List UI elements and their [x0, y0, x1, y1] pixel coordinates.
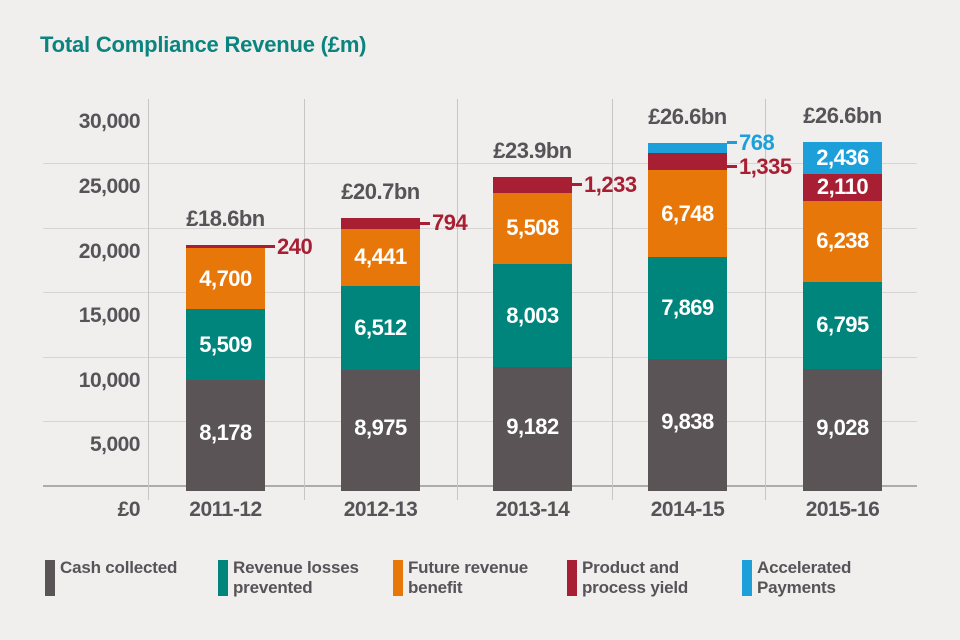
- segment-revenue-losses-prevented: 7,869: [648, 257, 727, 359]
- callout-value-label: 1,233: [584, 171, 637, 197]
- x-axis-label: 2015-16: [805, 498, 880, 521]
- legend-swatch-revenue-losses-prevented: [218, 560, 228, 596]
- segment-value-label: 7,869: [661, 295, 714, 321]
- callout-connector: [572, 183, 582, 187]
- legend-label: Revenue losses prevented: [233, 558, 359, 597]
- segment-value-label: 6,795: [816, 312, 869, 338]
- total-label: £20.7bn: [341, 179, 420, 205]
- segment-value-label: 9,182: [506, 413, 559, 439]
- segment-value-label: 2,110: [816, 174, 869, 200]
- bar-2014-15: 6,748 7,869 9,838: [648, 142, 727, 491]
- segment-value-label: 5,509: [199, 331, 252, 357]
- x-axis-label: 2011-12: [189, 498, 262, 521]
- total-label: £26.6bn: [648, 103, 727, 129]
- y-gridline: [43, 421, 917, 423]
- legend-label: Cash collected: [60, 558, 178, 577]
- segment-future-revenue-benefit: 6,238: [803, 200, 882, 282]
- segment-accelerated-payments: [648, 142, 727, 153]
- total-label: £23.9bn: [493, 137, 572, 163]
- y-gridline: [43, 292, 917, 294]
- segment-value-label: 4,441: [354, 244, 407, 270]
- y-axis-label: £0: [117, 498, 141, 521]
- legend-label: Future revenue benefit: [408, 558, 529, 597]
- y-gridline: [43, 356, 917, 358]
- legend-swatch-cash-collected: [45, 560, 55, 596]
- legend-label: Accelerated Payments: [757, 558, 852, 597]
- x-gridline: [457, 99, 458, 500]
- callout-connector: [727, 141, 737, 145]
- bar-2015-16: 2,436 2,110 6,238 6,795 9,028: [803, 142, 882, 491]
- callout-connector: [265, 245, 275, 249]
- segment-cash-collected: 8,975: [341, 370, 420, 491]
- legend-swatch-future-revenue-benefit: [393, 560, 403, 596]
- callout-value-label: 768: [739, 129, 775, 155]
- segment-accelerated-payments: 2,436: [803, 142, 882, 174]
- x-gridline: [148, 99, 149, 500]
- y-axis-label: 10,000: [78, 368, 141, 392]
- segment-future-revenue-benefit: 6,748: [648, 170, 727, 258]
- segment-value-label: 8,975: [354, 414, 407, 440]
- segment-future-revenue-benefit: 4,700: [186, 248, 265, 310]
- y-axis-label: 25,000: [78, 175, 141, 198]
- segment-product-and-process-yield: [186, 245, 265, 249]
- x-gridline: [612, 99, 613, 500]
- legend-swatch-product-and-process-yield: [567, 560, 577, 596]
- bar-2011-12: 4,700 5,509 8,178: [186, 245, 265, 491]
- callout-connector: [420, 221, 430, 225]
- y-axis-label: 15,000: [78, 304, 141, 328]
- segment-value-label: 6,748: [661, 200, 714, 226]
- y-gridline: [43, 227, 917, 229]
- legend-label: Product and process yield: [582, 558, 689, 597]
- segment-value-label: 8,003: [506, 302, 559, 328]
- x-gridline: [765, 99, 766, 500]
- callout-connector: [727, 165, 737, 169]
- callout-value-label: 1,335: [739, 153, 792, 179]
- callout-value-label: 794: [432, 210, 468, 236]
- segment-value-label: 5,508: [506, 215, 559, 241]
- y-axis-label: 20,000: [78, 239, 141, 263]
- x-axis-label: 2012-13: [343, 498, 418, 521]
- segment-value-label: 2,436: [816, 144, 869, 170]
- x-gridline: [304, 99, 305, 500]
- callout-value-label: 240: [277, 233, 313, 259]
- x-axis-label: 2013-14: [495, 498, 570, 521]
- segment-product-and-process-yield: [341, 218, 420, 229]
- segment-revenue-losses-prevented: 6,795: [803, 281, 882, 370]
- segment-cash-collected: 8,178: [186, 380, 265, 491]
- segment-future-revenue-benefit: 4,441: [341, 228, 420, 286]
- total-label: £18.6bn: [186, 206, 265, 232]
- segment-future-revenue-benefit: 5,508: [493, 192, 572, 264]
- segment-product-and-process-yield: 2,110: [803, 173, 882, 201]
- segment-value-label: 4,700: [199, 265, 252, 291]
- segment-value-label: 6,238: [816, 228, 869, 254]
- y-axis-label: 5,000: [89, 433, 141, 457]
- segment-product-and-process-yield: [493, 176, 572, 193]
- segment-revenue-losses-prevented: 6,512: [341, 285, 420, 371]
- segment-value-label: 9,028: [816, 414, 869, 440]
- y-gridline: [43, 163, 917, 164]
- legend-swatch-accelerated-payments: [742, 560, 752, 596]
- segment-revenue-losses-prevented: 8,003: [493, 263, 572, 368]
- segment-value-label: 6,512: [354, 314, 407, 340]
- segment-cash-collected: 9,028: [803, 369, 882, 491]
- total-label: £26.6bn: [803, 103, 882, 129]
- bar-2013-14: 5,508 8,003 9,182: [493, 176, 572, 491]
- segment-cash-collected: 9,182: [493, 367, 572, 491]
- bar-2012-13: 4,441 6,512 8,975: [341, 218, 420, 491]
- x-axis-label: 2014-15: [650, 498, 725, 521]
- y-axis-label: 30,000: [78, 110, 141, 134]
- segment-value-label: 9,838: [661, 409, 714, 435]
- segment-revenue-losses-prevented: 5,509: [186, 309, 265, 381]
- segment-cash-collected: 9,838: [648, 358, 727, 491]
- segment-product-and-process-yield: [648, 152, 727, 171]
- chart-title: Total Compliance Revenue (£m): [40, 32, 367, 57]
- y-gridline: [43, 485, 917, 487]
- segment-value-label: 8,178: [199, 420, 252, 446]
